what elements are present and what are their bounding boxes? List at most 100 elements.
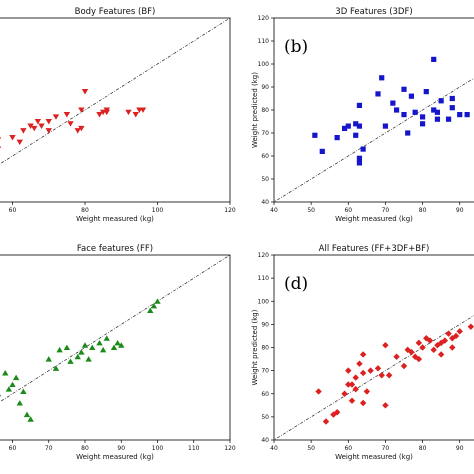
data-point	[434, 109, 441, 115]
data-point	[426, 337, 434, 344]
data-point	[408, 348, 415, 356]
x-tick-label: 80	[419, 207, 427, 214]
data-point	[103, 335, 110, 341]
data-point	[34, 118, 42, 125]
data-point	[353, 132, 359, 138]
data-point	[52, 365, 60, 371]
x-tick-label: 90	[117, 445, 125, 452]
data-point	[45, 128, 52, 134]
x-tick-label: 120	[224, 445, 236, 452]
data-point	[96, 112, 103, 118]
data-point	[430, 346, 437, 354]
x-tick-label: 120	[224, 207, 236, 214]
x-tick-label: 60	[9, 445, 17, 452]
data-point	[96, 339, 103, 346]
y-tick-label: 70	[261, 368, 269, 375]
data-point	[103, 107, 110, 113]
data-point	[315, 388, 322, 395]
data-point	[139, 107, 147, 113]
y-tick-label: 70	[261, 130, 269, 137]
data-point	[382, 402, 389, 409]
data-point	[400, 362, 408, 370]
data-point	[452, 332, 460, 340]
data-point	[78, 349, 85, 355]
x-tick-label: 100	[152, 445, 164, 452]
data-point	[408, 93, 415, 99]
data-point	[360, 146, 366, 152]
data-point	[67, 358, 74, 364]
x-tick-label: 110	[188, 445, 200, 452]
data-point	[415, 355, 423, 363]
y-axis-label: Weight predicted (kg)	[251, 309, 259, 385]
data-point	[334, 135, 340, 141]
x-tick-label: 70	[45, 445, 53, 452]
data-point	[154, 298, 161, 304]
x-tick-label: 90	[456, 207, 464, 214]
data-point	[45, 356, 52, 362]
data-point	[431, 56, 437, 62]
data-point	[445, 116, 452, 122]
data-point	[456, 328, 463, 335]
data-point	[52, 114, 60, 120]
data-point	[63, 112, 71, 118]
data-point	[9, 381, 16, 388]
chart-panel-1: Body Features (BF) 60 80 100 120 Weight measu…	[0, 7, 236, 223]
data-point	[74, 128, 81, 134]
x-tick-label: 50	[307, 207, 315, 214]
data-point	[464, 112, 470, 118]
data-point	[449, 344, 456, 351]
data-point	[352, 374, 359, 381]
x-tick-label: 80	[81, 207, 89, 214]
panel-label: (b)	[284, 37, 308, 57]
x-tick-label: 50	[307, 445, 315, 452]
data-point	[319, 148, 325, 154]
x-axis-label: Weight measured (kg)	[76, 215, 154, 223]
y-tick-label: 80	[261, 107, 269, 114]
x-tick-label: 60	[344, 207, 352, 214]
data-point	[352, 385, 359, 393]
x-axis-label: Weight measured (kg)	[76, 453, 154, 461]
data-point	[419, 121, 426, 127]
data-point	[434, 116, 441, 122]
data-point	[382, 341, 389, 349]
data-point	[356, 123, 363, 129]
data-point	[2, 370, 9, 376]
data-point	[375, 91, 381, 97]
x-axis-label: Weight measured (kg)	[335, 215, 413, 223]
data-point	[405, 130, 411, 136]
data-point	[438, 98, 444, 104]
data-point	[423, 89, 429, 95]
data-point	[359, 399, 367, 407]
data-point	[449, 105, 455, 111]
data-point	[345, 123, 351, 129]
data-point	[74, 353, 81, 360]
x-tick-label: 40	[270, 445, 278, 452]
data-point	[367, 367, 374, 374]
identity-line	[274, 77, 474, 202]
x-tick-label: 100	[152, 207, 164, 214]
data-point	[415, 339, 423, 347]
data-point	[45, 118, 52, 125]
data-point	[5, 386, 13, 392]
data-point	[356, 102, 363, 108]
data-point	[348, 381, 356, 388]
data-point	[359, 369, 367, 377]
data-point	[412, 109, 418, 115]
data-point	[467, 323, 474, 330]
data-point	[393, 107, 400, 113]
data-point	[345, 367, 352, 374]
data-point	[56, 346, 63, 353]
data-point	[457, 112, 463, 118]
data-point	[23, 411, 31, 418]
x-tick-label: 80	[419, 445, 427, 452]
data-point	[78, 125, 85, 132]
data-point	[401, 112, 407, 118]
data-point	[356, 360, 363, 367]
data-point	[445, 330, 452, 337]
data-point	[118, 342, 125, 348]
x-tick-label: 90	[456, 445, 464, 452]
data-point	[99, 346, 107, 353]
data-point	[333, 409, 341, 416]
data-point	[132, 112, 139, 118]
